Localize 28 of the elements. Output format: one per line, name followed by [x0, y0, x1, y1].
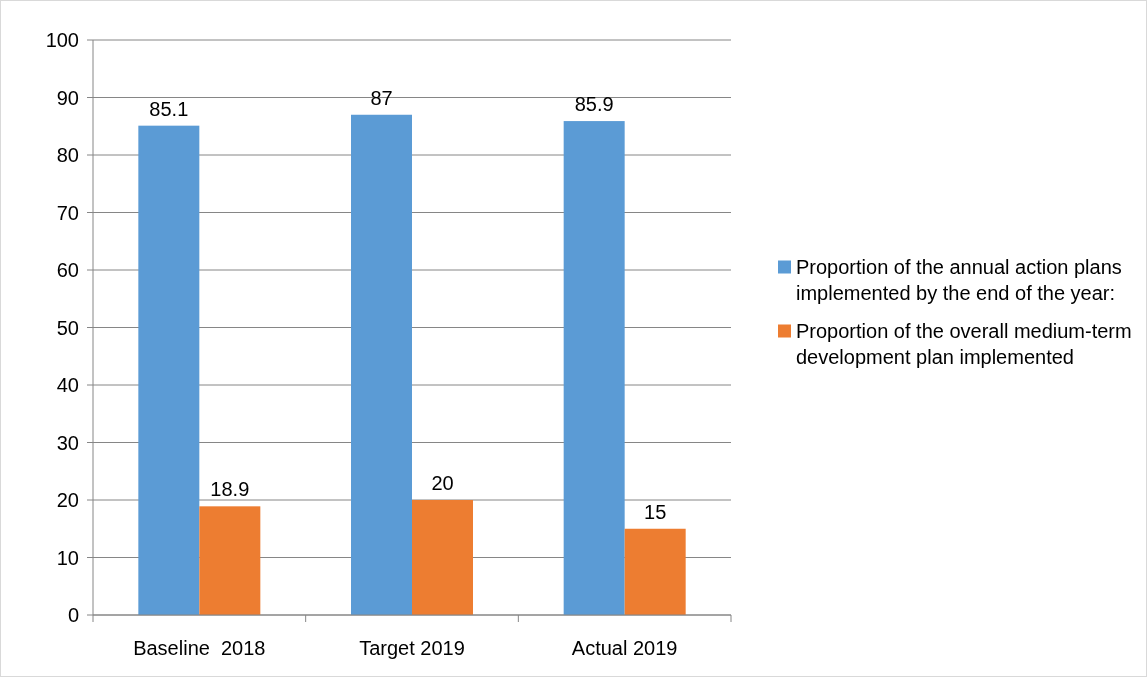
bar: [351, 114, 412, 615]
y-tick-label: 90: [56, 86, 79, 109]
data-label: 20: [431, 472, 454, 494]
y-tick-label: 10: [56, 546, 79, 569]
x-tick-label: Actual 2019: [571, 637, 678, 659]
y-tick-label: 50: [56, 316, 79, 339]
bar: [199, 506, 261, 615]
legend-label: Proportion of the annual action plans implemented by the end of the year:: [796, 255, 1122, 304]
bar: [412, 500, 473, 615]
y-tick-label: 60: [56, 259, 79, 281]
data-label: 18.9: [210, 478, 250, 501]
data-label: 15: [644, 500, 667, 523]
data-label: 85.1: [149, 97, 189, 120]
bar: [138, 125, 200, 615]
bar: [563, 121, 625, 615]
data-label: 87: [370, 86, 393, 109]
legend-label: Proportion of the overall medium-term development plan implemented: [796, 319, 1132, 368]
x-tick-label: Target 2019: [359, 637, 465, 659]
y-tick-label: 70: [56, 201, 79, 224]
y-tick-label: 100: [45, 29, 79, 51]
y-tick-label: 40: [56, 374, 79, 396]
x-tick-label: Baseline 2018: [133, 637, 266, 659]
y-tick-label: 20: [56, 489, 79, 511]
y-tick-label: 80: [56, 144, 79, 166]
bar: [624, 528, 686, 615]
y-tick-label: 0: [67, 604, 79, 626]
y-tick-label: 30: [56, 431, 79, 454]
data-label: 85.9: [574, 93, 614, 116]
